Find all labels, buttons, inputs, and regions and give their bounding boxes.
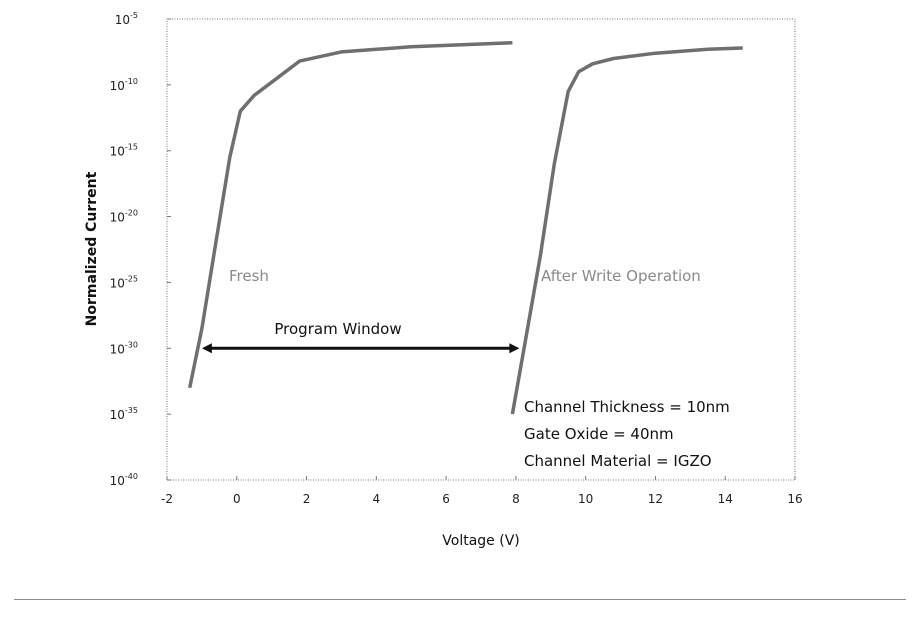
x-tick-label: 16 xyxy=(787,492,802,506)
program-window-arrowhead-right xyxy=(509,343,519,353)
x-tick-label: 10 xyxy=(578,492,593,506)
note-gate-oxide: Gate Oxide = 40nm xyxy=(524,425,674,443)
series-layer xyxy=(190,43,743,414)
y-tick-label: 10-30 xyxy=(110,340,138,356)
page-divider xyxy=(14,599,906,600)
y-tick-label: 10-35 xyxy=(110,406,138,422)
series-label-after-write: After Write Operation xyxy=(541,267,701,285)
x-tick-label: 8 xyxy=(512,492,520,506)
program-window-label: Program Window xyxy=(274,320,401,338)
program-window-arrowhead-left xyxy=(202,343,212,353)
series-label-fresh: Fresh xyxy=(229,267,269,285)
program-window-annotation xyxy=(202,343,519,353)
x-tick-label: 2 xyxy=(303,492,311,506)
note-channel-material: Channel Material = IGZO xyxy=(524,452,712,470)
y-tick-labels: 10-5 10-10 10-15 10-20 10-25 10-30 10-35 10-40 xyxy=(110,11,171,488)
x-tick-label: 14 xyxy=(718,492,733,506)
y-tick-label: 10-25 xyxy=(110,274,138,290)
y-tick-label: 10-5 xyxy=(115,11,138,27)
y-tick-label: 10-40 xyxy=(110,472,138,488)
x-tick-label: -2 xyxy=(161,492,173,506)
x-tick-label: 12 xyxy=(648,492,663,506)
x-tick-label: 6 xyxy=(442,492,450,506)
y-tick-label: 10-15 xyxy=(110,143,138,159)
x-tick-label: 4 xyxy=(373,492,381,506)
x-axis-label: Voltage (V) xyxy=(442,533,519,549)
x-tick-label: 0 xyxy=(233,492,241,506)
y-tick-label: 10-10 xyxy=(110,77,138,93)
note-channel-thickness: Channel Thickness = 10nm xyxy=(524,398,730,416)
series-line-after-write xyxy=(512,48,742,414)
y-tick-label: 10-20 xyxy=(110,209,138,225)
y-axis-label: Normalized Current xyxy=(84,171,100,326)
